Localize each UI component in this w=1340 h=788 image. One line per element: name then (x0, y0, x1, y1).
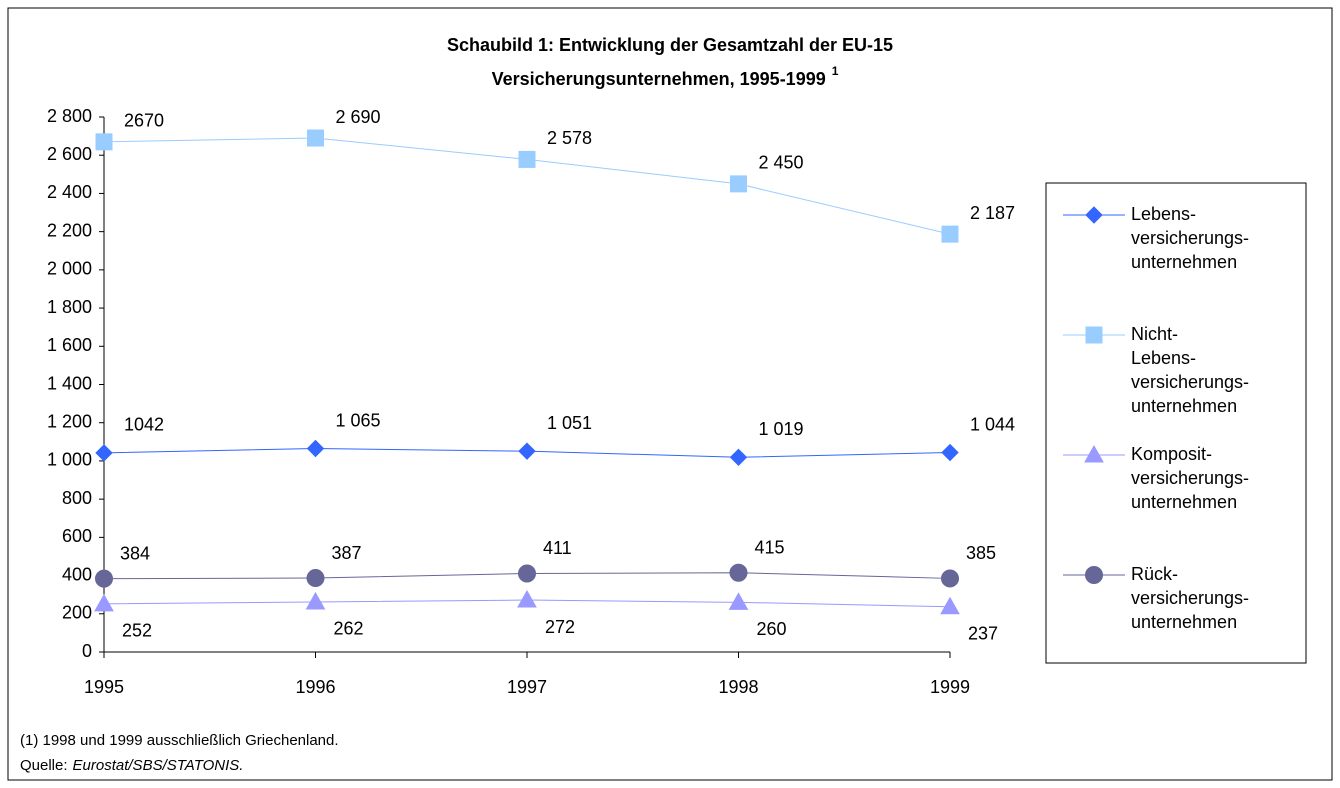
legend-label: Nicht- Lebens-versicherungs-unternehmen (1131, 324, 1249, 416)
y-tick-label: 800 (62, 488, 92, 508)
chart-title: Versicherungsunternehmen, 1995-1999 (492, 69, 826, 89)
legend-label-line: Lebens- (1131, 204, 1196, 224)
footnote: (1) 1998 und 1999 ausschließlich Grieche… (20, 732, 339, 749)
data-point (941, 225, 959, 243)
data-point (941, 569, 959, 588)
y-tick-label: 2 600 (47, 144, 92, 164)
legend-marker (1085, 566, 1103, 584)
data-label: 262 (334, 619, 364, 639)
legend-marker (1085, 206, 1103, 224)
data-point (730, 175, 747, 193)
legend-label-line: Komposit- (1131, 444, 1212, 464)
source-label: Quelle: (20, 757, 68, 774)
data-point (728, 592, 749, 610)
data-label: 2 690 (336, 107, 381, 127)
y-tick-label: 1 800 (47, 297, 92, 317)
y-tick-label: 1 000 (47, 450, 92, 470)
data-label: 411 (543, 538, 572, 558)
legend-label-line: versicherungs- (1131, 588, 1249, 608)
legend-label-line: unternehmen (1131, 252, 1237, 272)
data-label: 1 019 (759, 419, 804, 439)
y-tick-label: 2 400 (47, 182, 92, 202)
y-tick-label: 2 000 (47, 259, 92, 279)
x-tick-label: 1999 (930, 677, 970, 697)
y-tick-label: 1 600 (47, 335, 92, 355)
source: Quelle: Eurostat/SBS/STATONIS. (20, 757, 243, 774)
data-point (518, 150, 536, 168)
legend-marker (1085, 326, 1103, 344)
data-label: 415 (755, 537, 785, 557)
data-point (95, 569, 113, 588)
legend-label-line: Nicht- (1131, 324, 1178, 344)
data-point (306, 569, 325, 588)
legend-label: Komposit-versicherungs-unternehmen (1131, 444, 1249, 512)
y-tick-label: 2 200 (47, 220, 92, 240)
legend-label: Lebens-versicherungs-unternehmen (1131, 204, 1249, 272)
data-label: 384 (120, 543, 150, 563)
data-point (517, 590, 537, 608)
data-point (729, 563, 748, 582)
data-label: 237 (968, 623, 998, 643)
data-label: 1042 (124, 415, 164, 435)
y-tick-label: 1 400 (47, 373, 92, 393)
y-tick-label: 200 (62, 603, 92, 623)
legend-label-line: Rück- (1131, 564, 1178, 584)
data-label: 385 (966, 543, 996, 563)
legend-label-line: versicherungs- (1131, 468, 1249, 488)
x-tick-label: 1998 (718, 677, 758, 697)
legend-label-line: Lebens- (1131, 348, 1196, 368)
y-tick-label: 1 200 (47, 411, 92, 431)
data-point (95, 133, 113, 151)
x-tick-label: 1997 (507, 677, 547, 697)
data-label: 2670 (124, 111, 164, 131)
legend-label-line: unternehmen (1131, 492, 1237, 512)
chart-title: Versicherungsunternehmen, 1995-1999 1 (492, 64, 839, 89)
legend-label-line: unternehmen (1131, 396, 1237, 416)
data-point (518, 564, 536, 583)
data-point (95, 444, 113, 462)
legend-label-line: versicherungs- (1131, 372, 1249, 392)
data-label: 272 (545, 617, 575, 637)
data-point (307, 129, 324, 147)
legend-label-line: unternehmen (1131, 612, 1237, 632)
y-tick-label: 600 (62, 526, 92, 546)
legend-marker (1084, 444, 1104, 463)
chart-title: Schaubild 1: Entwicklung der Gesamtzahl … (447, 35, 893, 55)
y-tick-label: 0 (82, 641, 92, 661)
data-point (306, 439, 325, 458)
data-label: 387 (332, 543, 362, 563)
data-point (941, 443, 959, 462)
x-tick-label: 1995 (84, 677, 124, 697)
legend-box (1045, 182, 1307, 664)
data-label: 252 (122, 621, 152, 641)
title-superscript: 1 (832, 64, 839, 78)
data-label: 1 065 (336, 410, 381, 430)
data-label: 1 051 (547, 413, 592, 433)
source-text: Eurostat/SBS/STATONIS. (73, 757, 244, 774)
data-point (305, 591, 326, 610)
y-tick-label: 2 800 (47, 106, 92, 126)
data-label: 1 044 (970, 414, 1015, 434)
data-point (518, 442, 536, 460)
y-tick-label: 400 (62, 564, 92, 584)
data-point (94, 593, 114, 612)
data-label: 2 450 (759, 153, 804, 173)
data-label: 260 (757, 619, 787, 639)
data-point (940, 596, 960, 615)
x-tick-label: 1996 (295, 677, 335, 697)
data-label: 2 187 (970, 203, 1015, 223)
data-point (729, 448, 748, 467)
data-label: 2 578 (547, 128, 592, 148)
legend-label-line: versicherungs- (1131, 228, 1249, 248)
legend-label: Rück-versicherungs-unternehmen (1131, 564, 1249, 632)
